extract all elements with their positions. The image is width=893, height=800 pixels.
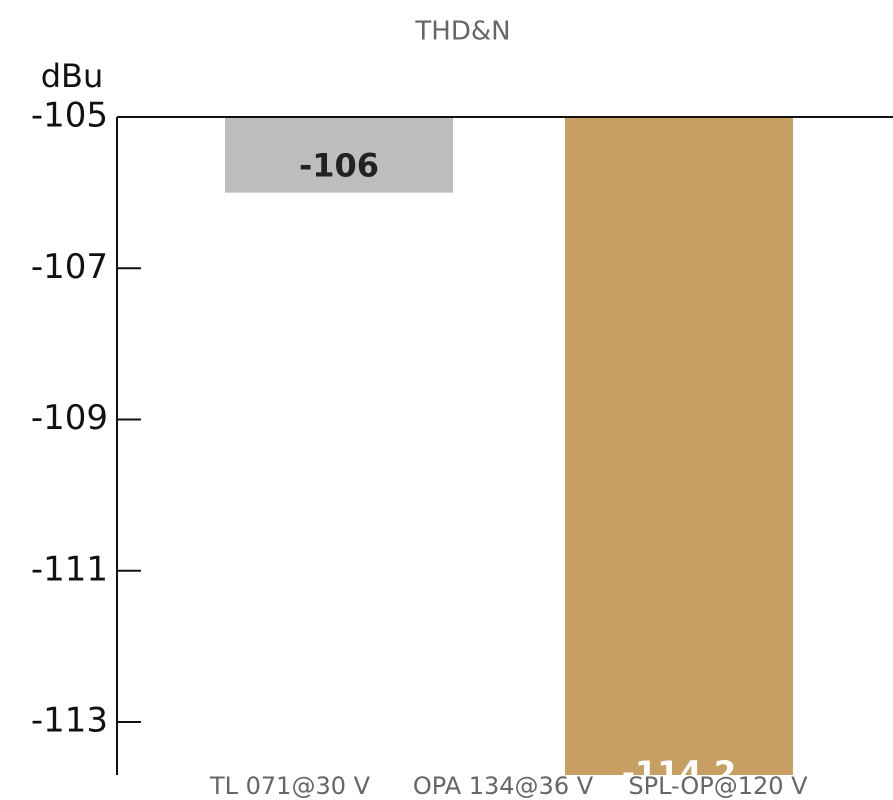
chart-title: THD&N (414, 17, 510, 47)
bar (565, 117, 793, 775)
x-tick-label: SPL-OP@120 V (628, 772, 808, 800)
y-tick-label: -105 (31, 96, 108, 136)
y-axis-label: dBu (41, 57, 104, 95)
plot-area (225, 117, 793, 775)
bar (225, 117, 453, 193)
x-tick-label: TL 071@30 V (209, 772, 371, 800)
y-tick-label: -109 (31, 398, 108, 438)
y-tick-label: -107 (31, 247, 108, 287)
value-label: -106 (299, 147, 379, 185)
y-tick-label: -113 (31, 701, 108, 741)
value-label: -114.2 (622, 754, 737, 792)
y-tick-label: -111 (31, 549, 108, 589)
x-tick-label: OPA 134@36 V (413, 772, 594, 800)
